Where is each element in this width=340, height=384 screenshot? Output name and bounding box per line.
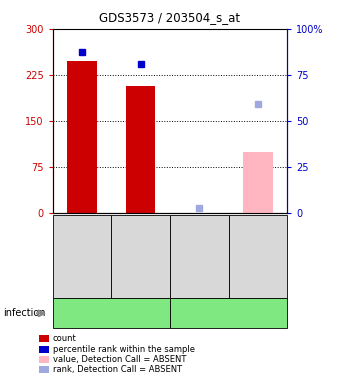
Text: GSM321606: GSM321606	[254, 232, 262, 280]
Bar	[67, 61, 97, 213]
Text: percentile rank within the sample: percentile rank within the sample	[53, 344, 195, 354]
Text: GSM321607: GSM321607	[78, 232, 86, 281]
Text: GSM321605: GSM321605	[195, 232, 204, 281]
Text: C. pneumonia: C. pneumonia	[78, 308, 146, 318]
Bar	[126, 86, 155, 213]
Text: value, Detection Call = ABSENT: value, Detection Call = ABSENT	[53, 355, 186, 364]
Text: control: control	[212, 308, 245, 318]
Text: count: count	[53, 334, 76, 343]
Text: infection: infection	[3, 308, 46, 318]
Bar	[243, 152, 273, 213]
Text: GDS3573 / 203504_s_at: GDS3573 / 203504_s_at	[99, 11, 241, 24]
Text: rank, Detection Call = ABSENT: rank, Detection Call = ABSENT	[53, 365, 182, 374]
Text: GSM321608: GSM321608	[136, 232, 145, 280]
